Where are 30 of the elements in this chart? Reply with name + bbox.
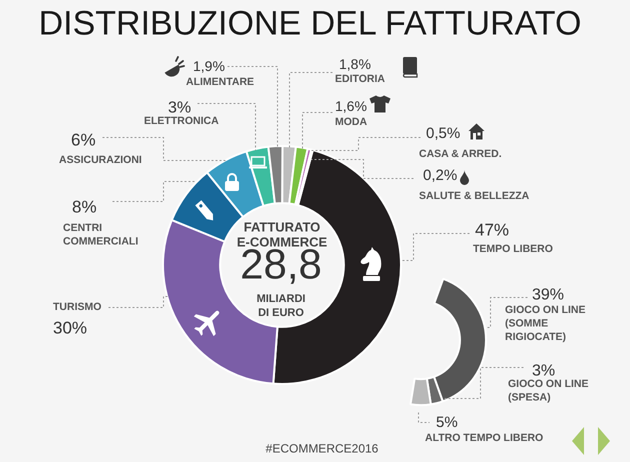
- data-label: 3%: [168, 99, 192, 116]
- data-label: 6%: [71, 130, 96, 150]
- slice-label: TURISMO: [53, 300, 102, 313]
- data-label: 39%: [532, 286, 564, 304]
- text: #ECOMMERCE2016: [266, 441, 379, 456]
- data-label: 1,9%: [193, 58, 225, 74]
- data-label: 5%: [436, 414, 458, 432]
- data-label: 1,6%: [335, 98, 367, 114]
- data-label: 0,2%: [423, 167, 458, 184]
- slice-label: GIOCO ON LINE (SPESA): [508, 378, 589, 404]
- text: FATTURATO E-COMMERCE: [236, 220, 328, 250]
- text: MILIARDI DI EURO: [256, 293, 306, 320]
- data-label: 47%: [475, 220, 510, 240]
- slice-label: ALTRO TEMPO LIBERO: [425, 432, 544, 444]
- slice-label: GIOCO ON LINE (SOMME RIGIOCATE): [505, 304, 586, 343]
- slice-label: TEMPO LIBERO: [473, 242, 553, 255]
- data-label: 30%: [53, 318, 88, 338]
- chart-title: DISTRIBUZIONE DEL FATTURATO: [38, 4, 582, 42]
- slice-label: ALIMENTARE: [186, 76, 254, 88]
- data-label: 8%: [72, 198, 97, 217]
- slice-label: EDITORIA: [335, 72, 386, 85]
- slice-label: CENTRI COMMERCIALI: [63, 222, 138, 248]
- slice-label: ELETTRONICA: [144, 114, 220, 127]
- slice-label: CASA & ARRED.: [419, 148, 502, 160]
- data-label: 0,5%: [426, 125, 460, 142]
- slice-label: MODA: [335, 116, 368, 128]
- slice-label: SALUTE & BELLEZZA: [419, 190, 530, 202]
- data-label: 3%: [532, 362, 556, 380]
- slice-label: ASSICURAZIONI: [59, 154, 142, 166]
- data-label: 1,8%: [339, 56, 371, 72]
